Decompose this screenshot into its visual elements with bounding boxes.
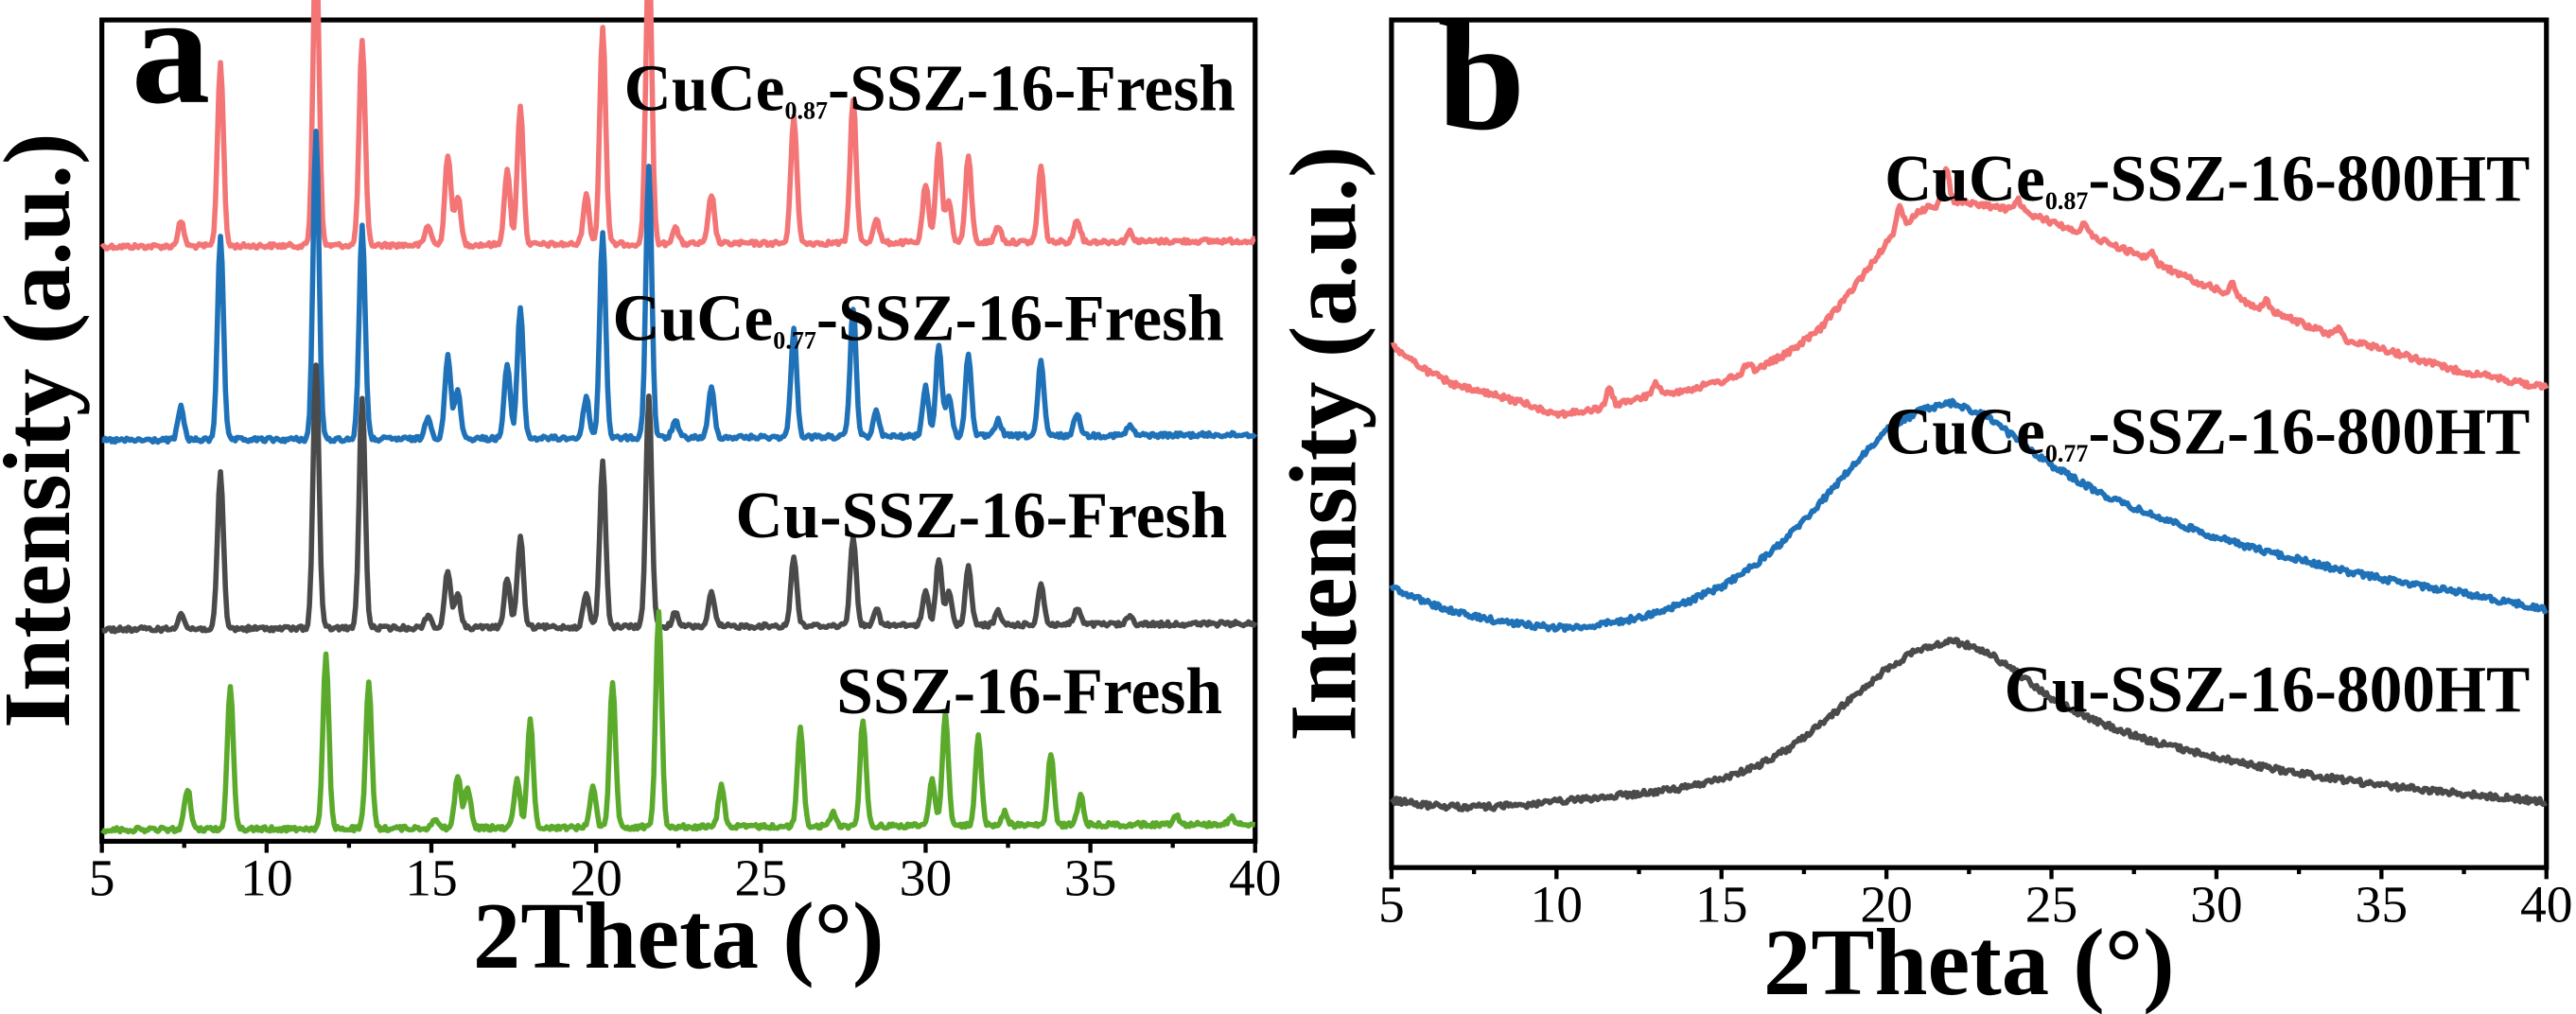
legend-label: CuCe0.77-SSZ-16-800HT (1884, 396, 2530, 469)
panel-letter: a (131, 0, 210, 137)
x-tick-label: 15 (1695, 875, 1748, 934)
x-tick-label: 10 (240, 849, 293, 908)
legend-label: Cu-SSZ-16-Fresh (736, 480, 1228, 552)
series-line-CuCe0.87-SSZ-16-800HT (1390, 166, 2550, 419)
x-tick-label: 35 (2356, 875, 2409, 934)
x-tick-label: 15 (405, 849, 458, 908)
series-line-SSZ-16-Fresh (100, 608, 1256, 835)
legend-label-text: CuCe (1884, 143, 2045, 216)
x-tick-label: 10 (1531, 875, 1584, 934)
x-tick-label: 35 (1064, 849, 1117, 908)
legend-label: CuCe0.87-SSZ-16-Fresh (624, 53, 1235, 126)
panel-a: 5 10 15 20 25 30 35 40 2Theta (°) Intensity (a.u.… (0, 0, 1282, 988)
legend-label-text: CuCe (624, 53, 785, 126)
panel-b: 5 10 15 20 25 30 35 40 2Theta (°) Intensity (a.u.… (1270, 0, 2573, 1014)
y-axis-title: Intensity (a.u.) (1270, 146, 1376, 742)
x-tick-label: 20 (1860, 875, 1913, 934)
series-line-CuCe0.87-SSZ-16-Fresh (99, 0, 1256, 252)
x-tick-label: 30 (2190, 875, 2243, 934)
legend-label-suffix: -SSZ-16-Fresh (816, 283, 1224, 356)
legend-label-text: CuCe (1884, 396, 2045, 469)
y-axis-title: Intensity (a.u.) (0, 132, 90, 728)
x-tick-label: 40 (1229, 849, 1282, 908)
x-axis-title: 2Theta (°) (1763, 909, 2175, 1014)
x-tick-label: 25 (2025, 875, 2078, 934)
series-line-Cu-SSZ-16-800HT (1390, 637, 2548, 813)
legend-label-suffix: -SSZ-16-Fresh (828, 53, 1235, 126)
x-tick-label: 5 (1378, 875, 1405, 934)
series-line-CuCe0.77-SSZ-16-800HT (1389, 397, 2549, 633)
legend-label-suffix: -SSZ-16-800HT (2088, 143, 2530, 216)
legend-label-text: Cu-SSZ-16-800HT (2005, 654, 2531, 726)
legend-label: SSZ-16-Fresh (836, 656, 1222, 728)
series-line-CuCe0.77-SSZ-16-Fresh (100, 129, 1257, 446)
legend-label-text: SSZ-16-Fresh (836, 656, 1222, 728)
x-axis-title: 2Theta (°) (473, 883, 885, 988)
legend-label-text: CuCe (613, 283, 774, 356)
x-tick-label: 20 (570, 849, 622, 908)
legend-label: CuCe0.87-SSZ-16-800HT (1884, 143, 2530, 216)
x-tick-label: 40 (2520, 875, 2573, 934)
x-tick-label: 25 (735, 849, 788, 908)
legend-label-subscript: 0.87 (784, 96, 828, 124)
legend-label-suffix: -SSZ-16-800HT (2088, 396, 2530, 469)
series-line-Cu-SSZ-16-Fresh (100, 362, 1258, 635)
legend-label-subscript: 0.87 (2045, 187, 2089, 215)
legend-label: Cu-SSZ-16-800HT (2005, 654, 2531, 726)
panel-letter: b (1438, 0, 1526, 164)
legend-label-subscript: 0.77 (2045, 440, 2089, 467)
legend-label-text: Cu-SSZ-16-Fresh (736, 480, 1228, 552)
x-tick-label: 30 (900, 849, 953, 908)
legend-label-subscript: 0.77 (773, 326, 816, 354)
x-tick-label: 5 (89, 849, 115, 908)
legend-label: CuCe0.77-SSZ-16-Fresh (613, 283, 1224, 356)
